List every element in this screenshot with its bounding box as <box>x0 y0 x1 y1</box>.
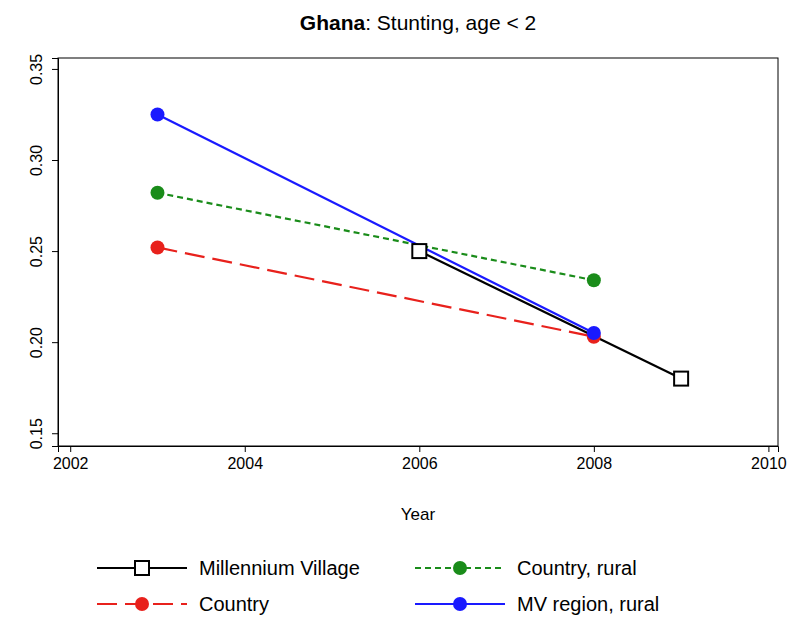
series-marker <box>587 273 601 287</box>
x-tick: 2002 <box>53 446 89 472</box>
legend-item: MV region, rural <box>415 593 659 615</box>
plot-frame <box>58 58 778 446</box>
legend-marker <box>135 561 149 575</box>
y-tick-mark <box>52 342 58 343</box>
y-tick-label: 0.35 <box>28 54 45 85</box>
x-tick: 2006 <box>402 446 438 472</box>
legend-item: Country, rural <box>415 557 637 579</box>
y-tick-mark <box>52 160 58 161</box>
legend-marker <box>135 597 149 611</box>
legend-label: Millennium Village <box>199 557 360 579</box>
x-tick-mark <box>594 446 595 452</box>
x-axis-title: Year <box>401 505 436 524</box>
x-tick: 2010 <box>751 446 787 472</box>
y-tick-label: 0.30 <box>28 145 45 176</box>
legend-marker <box>453 597 467 611</box>
series-line <box>157 247 593 336</box>
chart: Ghana: Stunting, age < 2 2002 2004 2006 2008… <box>0 0 804 626</box>
x-tick-mark <box>70 446 71 452</box>
y-tick: 0.35 <box>28 54 58 85</box>
series-line <box>419 251 681 379</box>
y-tick-mark <box>52 251 58 252</box>
y-tick-label: 0.15 <box>28 418 45 449</box>
legend-label: MV region, rural <box>517 593 659 615</box>
chart-title-part: Ghana <box>300 11 366 34</box>
x-tick: 2004 <box>227 446 263 472</box>
y-tick: 0.30 <box>28 145 58 176</box>
y-tick: 0.15 <box>28 418 58 449</box>
series-line <box>157 114 593 333</box>
series-marker <box>150 240 164 254</box>
legend-item: Millennium Village <box>97 557 360 579</box>
y-tick-label: 0.25 <box>28 236 45 267</box>
series-marker <box>150 107 164 121</box>
y-tick: 0.20 <box>28 327 58 358</box>
x-tick-label: 2004 <box>227 455 263 472</box>
x-tick-label: 2010 <box>751 455 787 472</box>
legend-label: Country, rural <box>517 557 637 579</box>
chart-title-part: : Stunting, age < 2 <box>365 11 536 34</box>
y-tick-mark <box>52 69 58 70</box>
series-marker <box>150 186 164 200</box>
legend: Millennium Village Country Country, rural M… <box>97 557 659 615</box>
x-tick-mark <box>419 446 420 452</box>
legend-marker <box>453 561 467 575</box>
x-tick-label: 2002 <box>53 455 89 472</box>
y-tick-label: 0.20 <box>28 327 45 358</box>
x-tick-mark <box>768 446 769 452</box>
y-axis-line <box>52 59 59 447</box>
x-axis: 2002 2004 2006 2008 2010 <box>53 446 787 472</box>
y-axis: 0.15 0.20 0.25 0.30 0.35 <box>28 54 59 450</box>
series-marker <box>587 326 601 340</box>
legend-label: Country <box>199 593 269 615</box>
y-tick: 0.25 <box>28 236 58 267</box>
x-tick-mark <box>245 446 246 452</box>
series-marker <box>674 372 688 386</box>
x-tick-label: 2006 <box>402 455 438 472</box>
x-tick-label: 2008 <box>577 455 613 472</box>
plot-area <box>150 107 688 385</box>
legend-item: Country <box>97 593 269 615</box>
series-line <box>157 193 593 280</box>
chart-title: Ghana: Stunting, age < 2 <box>300 11 536 34</box>
y-tick-mark <box>52 433 58 434</box>
x-axis-line <box>59 447 779 453</box>
x-tick: 2008 <box>577 446 613 472</box>
series-marker <box>412 244 426 258</box>
